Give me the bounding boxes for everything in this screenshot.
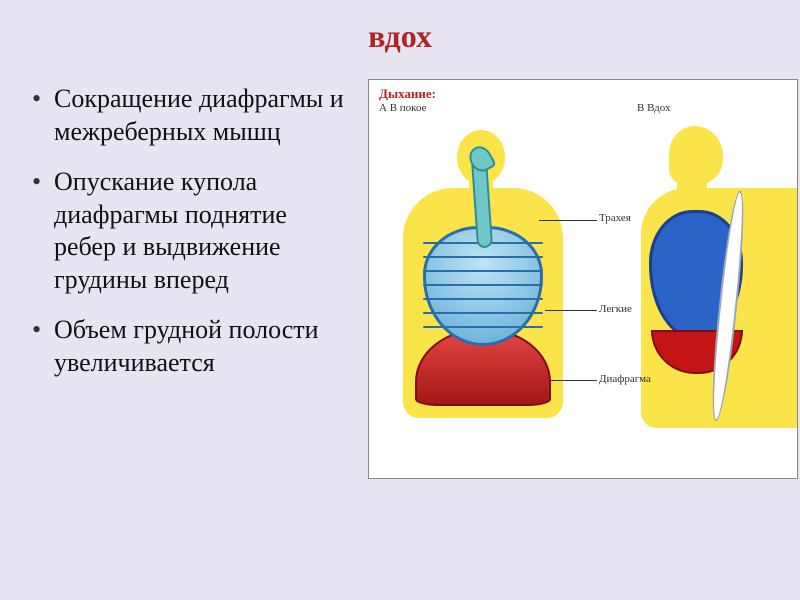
content-row: Сокращение диафрагмы и межреберных мышц …: [28, 79, 772, 479]
label-trachea: Трахея: [599, 212, 631, 224]
silhouette-head-b: [669, 126, 723, 184]
leader-trachea: [539, 220, 597, 221]
bullet-item: Сокращение диафрагмы и межреберных мышц: [28, 83, 348, 148]
slide-root: вдох Сокращение диафрагмы и межреберных …: [0, 0, 800, 600]
label-diaphragm: Диафрагма: [599, 373, 651, 385]
figure-header: Дыхание:: [379, 86, 436, 102]
leader-diaphragm: [551, 380, 597, 381]
bullet-column: Сокращение диафрагмы и межреберных мышц …: [28, 79, 348, 479]
figure-column: Дыхание: А В покое В Вдох: [368, 79, 798, 479]
figure-sub-b: В Вдох: [637, 102, 670, 114]
anatomy-figure: Дыхание: А В покое В Вдох: [368, 79, 798, 479]
slide-title: вдох: [28, 18, 772, 55]
bullet-item: Объем грудной полости увеличивается: [28, 314, 348, 379]
bullet-list: Сокращение диафрагмы и межреберных мышц …: [28, 83, 348, 379]
figure-sub-a: А В покое: [379, 102, 426, 114]
leader-lungs: [545, 310, 597, 311]
bullet-item: Опускание купола диафрагмы поднятие ребе…: [28, 166, 348, 296]
label-lungs: Легкие: [599, 303, 632, 315]
